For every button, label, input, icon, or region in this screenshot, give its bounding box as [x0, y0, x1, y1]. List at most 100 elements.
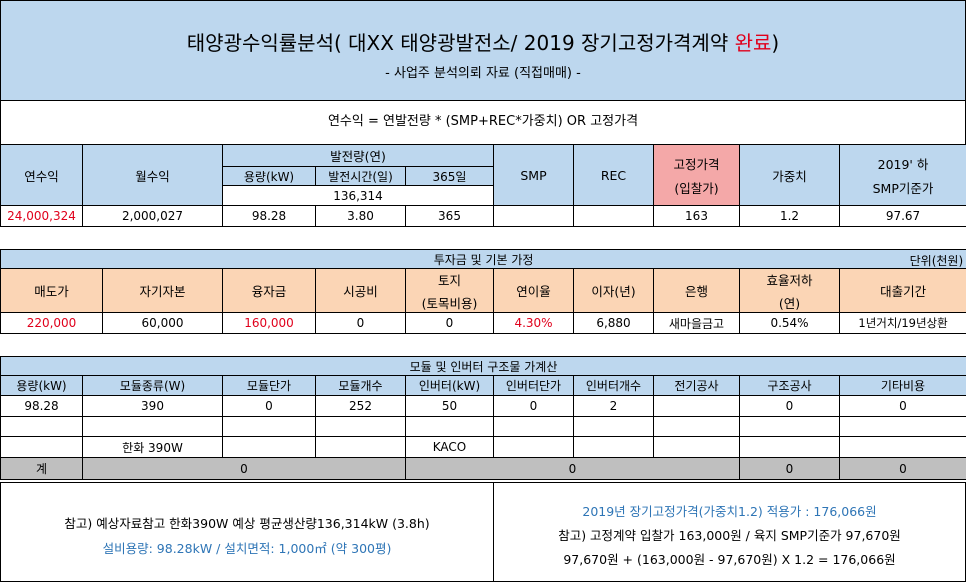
header-monthly-revenue: 월수익: [82, 144, 223, 206]
module-header-cell: 기타비용: [839, 375, 966, 396]
generation-total: 136,314: [222, 185, 494, 206]
header-sale-price: 매도가: [0, 268, 103, 313]
bank-value: 새마을금고: [653, 312, 740, 334]
empty-cell: [0, 416, 83, 437]
module-title: 모듈 및 인버터 구조물 가계산: [0, 356, 966, 376]
smp-base-value: 97.67: [839, 205, 966, 227]
weight-value: 1.2: [739, 205, 840, 227]
notes-right: 2019년 장기고정가격(가중치1.2) 적용가 : 176,066원 참고) …: [493, 482, 966, 582]
total-other: 0: [839, 457, 966, 480]
header-rate: 연이율: [493, 268, 574, 313]
module-cell: 98.28: [0, 395, 83, 417]
header-annual-revenue: 연수익: [0, 144, 83, 206]
unit-label: 단위(천원): [909, 254, 964, 268]
monthly-revenue-value: 2,000,027: [82, 205, 223, 227]
annual-revenue-value: 24,000,324: [0, 205, 83, 227]
total-structure: 0: [739, 457, 840, 480]
module-cell: 252: [315, 395, 406, 417]
capacity-value: 98.28: [222, 205, 316, 227]
empty-cell: [315, 436, 406, 458]
rec-value: [573, 205, 654, 227]
header-construction: 시공비: [315, 268, 406, 313]
module-header-cell: 전기공사: [653, 375, 740, 396]
empty-cell: [653, 416, 740, 437]
smp-value: [493, 205, 574, 227]
investment-table: 투자금 및 기본 가정 단위(천원) 매도가 자기자본 융자금 시공비 토지 (…: [0, 249, 966, 334]
revenue-table: 연수익 월수익 발전량(연) SMP REC 고정가격 (입찰가) 가중치 20…: [0, 144, 966, 227]
title-banner: 태양광수익률분석( 대XX 태양광발전소/ 2019 장기고정가격계약 완료) …: [0, 0, 966, 101]
header-bank: 은행: [653, 268, 740, 313]
header-interest: 이자(년): [573, 268, 654, 313]
module-cell: 0: [739, 395, 840, 417]
header-hours: 발전시간(일): [315, 166, 406, 186]
page-title: 태양광수익률분석( 대XX 태양광발전소/ 2019 장기고정가격계약 완료): [186, 31, 780, 55]
equity-value: 60,000: [102, 312, 223, 334]
header-generation: 발전량(연): [222, 144, 494, 167]
header-days: 365일: [405, 166, 494, 186]
sale-price-value: 220,000: [0, 312, 103, 334]
empty-cell: [315, 416, 406, 437]
header-land: 토지 (토목비용): [405, 268, 494, 313]
module-cell: 0: [493, 395, 574, 417]
investment-title: 투자금 및 기본 가정: [433, 252, 534, 267]
module-header-cell: 모듈개수: [315, 375, 406, 396]
degradation-value: 0.54%: [739, 312, 840, 334]
land-value: 0: [405, 312, 494, 334]
inverter-brand: KACO: [405, 436, 494, 458]
header-rec: REC: [573, 144, 654, 206]
module-header-cell: 모듈종류(W): [82, 375, 223, 396]
empty-cell: [222, 436, 316, 458]
empty-cell: [839, 436, 966, 458]
notes-left: 참고) 예상자료참고 한화390W 예상 평균생산량136,314kW (3.8…: [0, 482, 494, 582]
header-loan-period: 대출기간: [838, 268, 966, 313]
module-brand: 한화 390W: [82, 436, 223, 458]
module-header-cell: 인버터(kW): [405, 375, 494, 396]
empty-cell: [0, 436, 83, 458]
module-cell: 2: [573, 395, 654, 417]
empty-cell: [839, 416, 966, 437]
days-value: 365: [405, 205, 494, 227]
hours-value: 3.80: [315, 205, 406, 227]
total-label: 계: [0, 457, 83, 480]
fixed-price-value: 163: [653, 205, 740, 227]
header-degradation: 효율저하 (연): [739, 268, 840, 313]
header-capacity: 용량(kW): [222, 166, 316, 186]
loan-period-value: 1년거치/19년상환: [838, 312, 966, 334]
empty-cell: [739, 436, 840, 458]
module-cell: 0: [222, 395, 316, 417]
header-weight: 가중치: [739, 144, 840, 206]
loan-value: 160,000: [222, 312, 316, 334]
total-module: 0: [82, 457, 406, 480]
investment-title-row: 투자금 및 기본 가정 단위(천원): [0, 249, 966, 269]
module-header-cell: 인버터단가: [493, 375, 574, 396]
module-cell: [653, 395, 740, 417]
module-header-cell: 인버터개수: [573, 375, 654, 396]
module-cell: 390: [82, 395, 223, 417]
rate-value: 4.30%: [493, 312, 574, 334]
empty-cell: [653, 436, 740, 458]
module-cell: 50: [405, 395, 494, 417]
empty-cell: [739, 416, 840, 437]
module-header-cell: 용량(kW): [0, 375, 83, 396]
header-fixed-price: 고정가격 (입찰가): [653, 144, 740, 206]
status-highlight: 완료: [734, 31, 772, 55]
module-table: 모듈 및 인버터 구조물 가계산 용량(kW) 모듈종류(W) 모듈단가 모듈개…: [0, 356, 966, 480]
empty-cell: [82, 416, 223, 437]
header-smp-base: 2019' 하 SMP기준가: [839, 144, 966, 206]
empty-cell: [573, 416, 654, 437]
page-subtitle: - 사업주 분석의뢰 자료 (직접매매) -: [385, 66, 581, 81]
construction-value: 0: [315, 312, 406, 334]
empty-cell: [493, 416, 574, 437]
header-smp: SMP: [493, 144, 574, 206]
module-header-cell: 구조공사: [739, 375, 840, 396]
empty-cell: [573, 436, 654, 458]
module-cell: 0: [839, 395, 966, 417]
empty-cell: [493, 436, 574, 458]
module-header-cell: 모듈단가: [222, 375, 316, 396]
empty-cell: [222, 416, 316, 437]
empty-cell: [405, 416, 494, 437]
formula-row: 연수익 = 연발전량 * (SMP+REC*가중치) OR 고정가격: [0, 100, 966, 145]
header-loan: 융자금: [222, 268, 316, 313]
header-equity: 자기자본: [102, 268, 223, 313]
interest-value: 6,880: [573, 312, 654, 334]
